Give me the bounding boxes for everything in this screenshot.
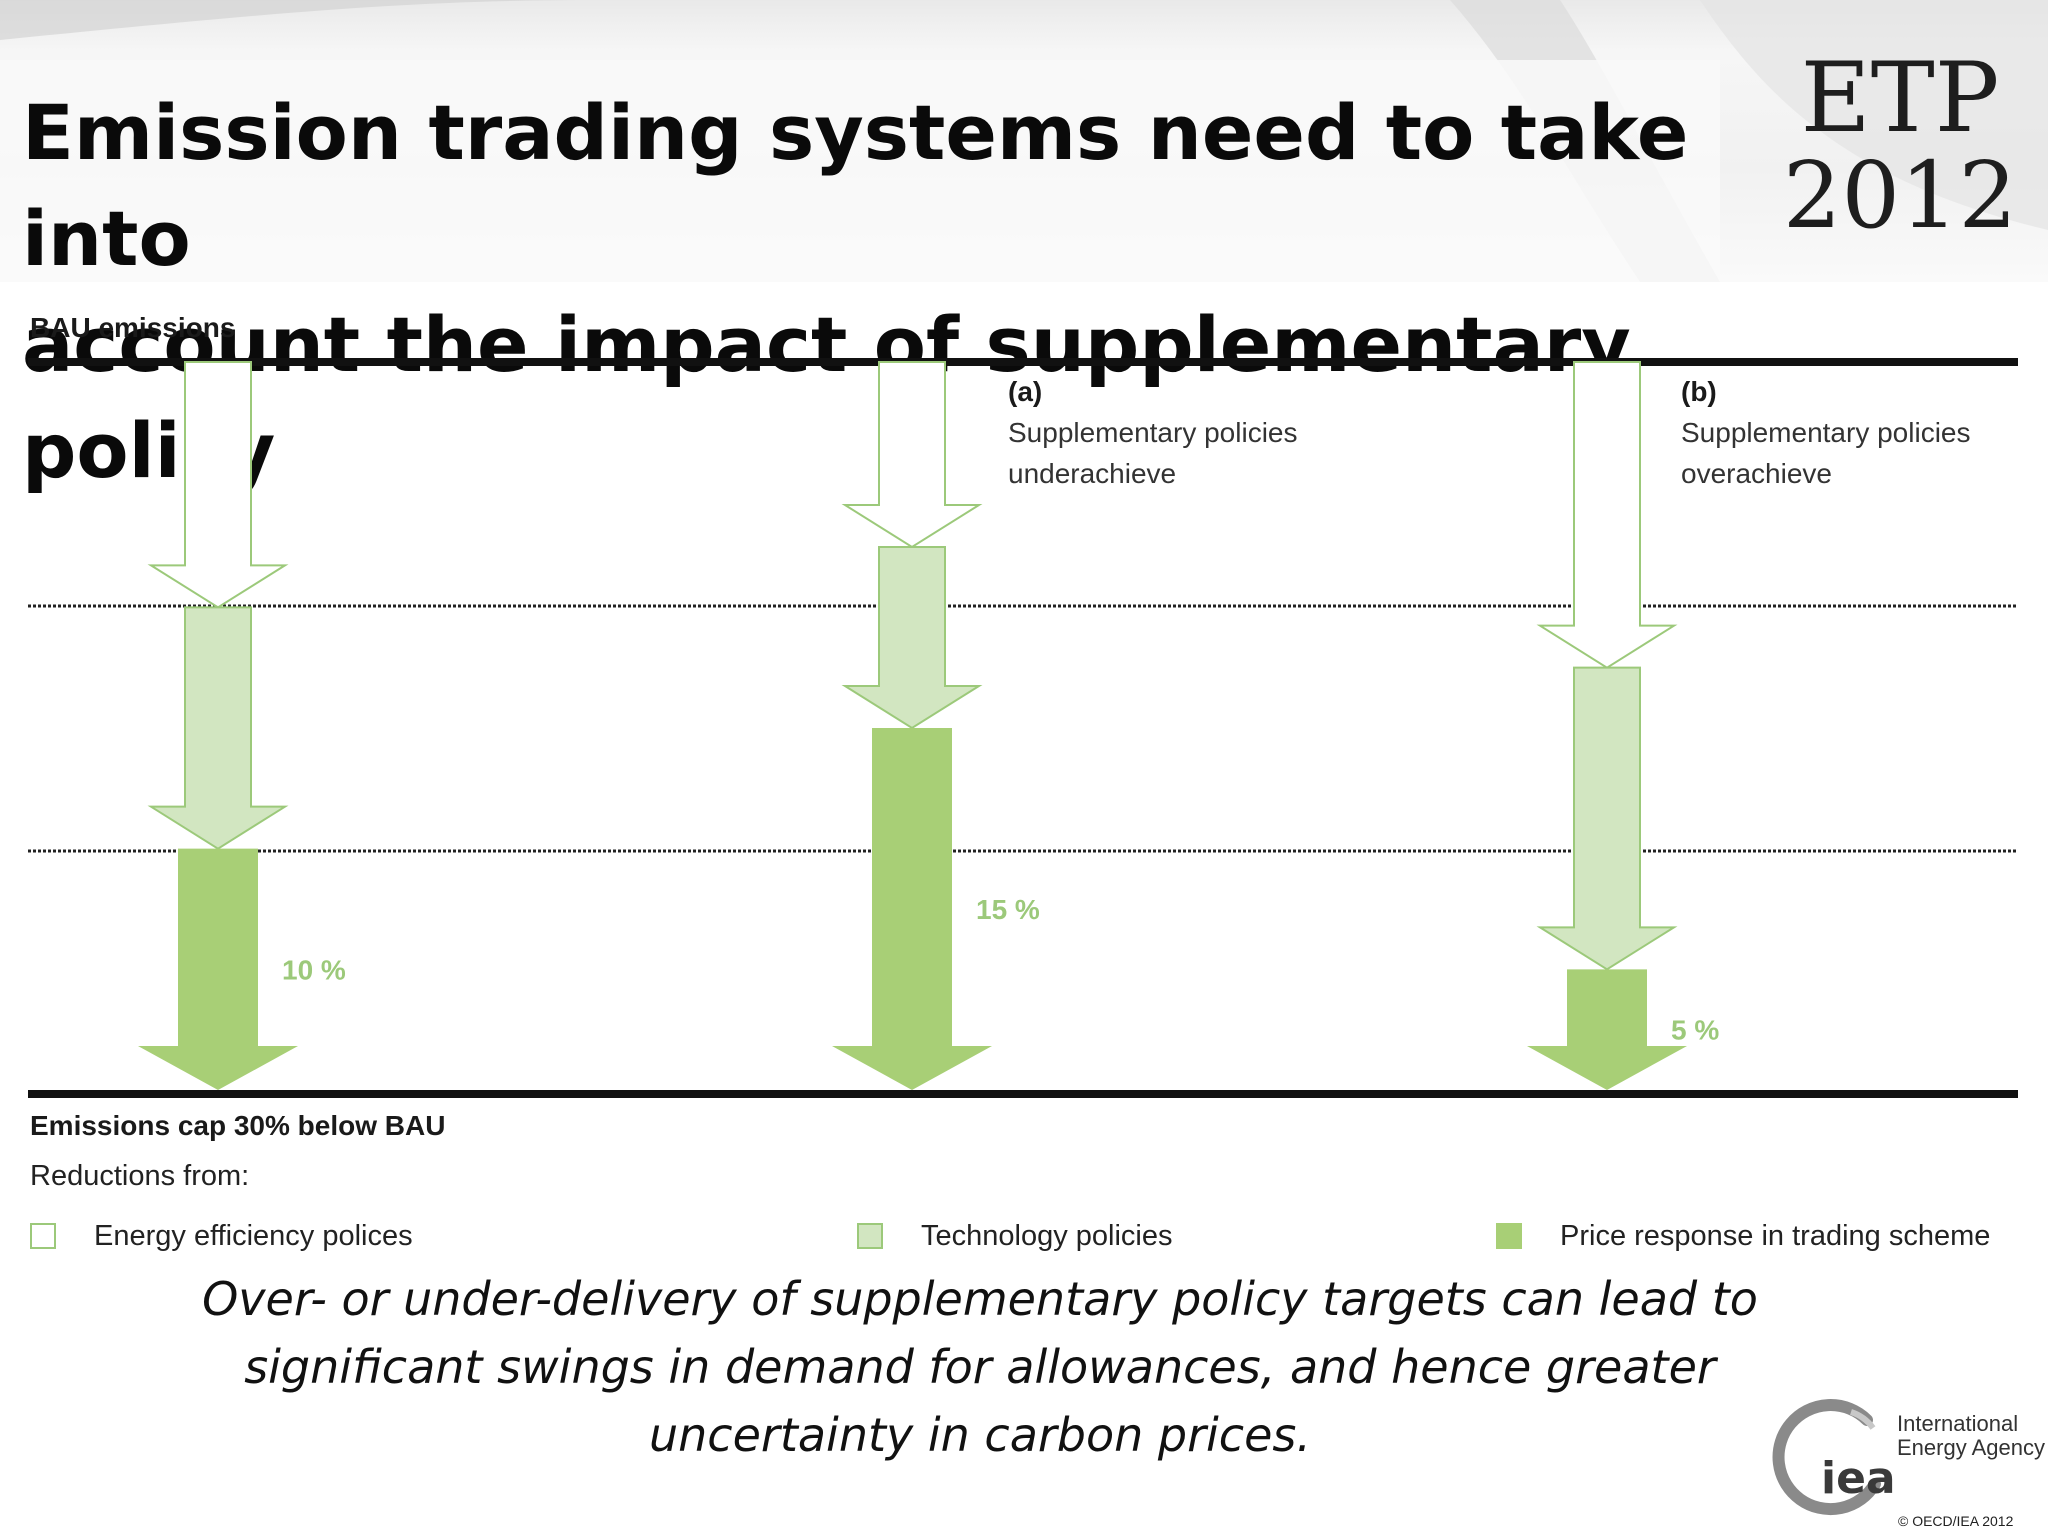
iea-name-line-1: International: [1897, 1411, 2019, 1436]
column-3-energy-efficiency-arrow: [1536, 361, 1678, 669]
column-3-price-response-arrow: [1527, 969, 1687, 1090]
column-1-arrows: 10 %: [138, 361, 346, 1090]
emissions-cap-label: Emissions cap 30% below BAU: [30, 1110, 445, 1141]
legend-item-technology: Technology policies: [857, 1218, 1172, 1254]
slide-caption: Over- or under-delivery of supplementary…: [150, 1265, 1810, 1469]
scenario-a-annotation: (a) Supplementary policies underachieve: [1008, 376, 1298, 489]
legend-label-price-response: Price response in trading scheme: [1560, 1219, 1991, 1252]
slide-title: Emission trading systems need to take in…: [22, 80, 1722, 504]
iea-logo-mark: iea: [1772, 1399, 1895, 1516]
slide-title-line-1: Emission trading systems need to take in…: [22, 88, 1689, 283]
scenario-a-line-2: underachieve: [1008, 458, 1176, 489]
copyright-notice: © OECD/IEA 2012: [1898, 1513, 2014, 1529]
caption-line-1: Over- or under-delivery of supplementary…: [202, 1272, 1758, 1326]
column-1-price-response-label: 10 %: [282, 954, 346, 985]
iea-name-line-2: Energy Agency: [1897, 1435, 2045, 1460]
column-1-energy-efficiency-arrow: [147, 361, 289, 609]
bau-emissions-label: BAU emissions: [30, 312, 235, 343]
scenario-b-line-1: Supplementary policies: [1681, 417, 1971, 448]
caption-line-3: uncertainty in carbon prices.: [649, 1408, 1311, 1462]
iea-organization-name: International Energy Agency: [1897, 1412, 2045, 1460]
iea-logo-text: iea: [1821, 1453, 1895, 1504]
title-box: [0, 60, 1720, 282]
column-3-technology-arrow: [1536, 666, 1678, 971]
caption-line-2: significant swings in demand for allowan…: [244, 1340, 1716, 1394]
legend-item-price-response: Price response in trading scheme: [1496, 1218, 1990, 1254]
scenario-b-line-2: overachieve: [1681, 458, 1832, 489]
legend-label-energy-efficiency: Energy efficiency polices: [94, 1219, 413, 1252]
etp-2012-badge: ETP 2012: [1780, 50, 2020, 246]
legend-title: Reductions from:: [30, 1160, 250, 1192]
column-2-arrows: 15 %: [832, 361, 1040, 1090]
etp-badge-line-2: 2012: [1782, 142, 2018, 249]
legend-swatch-energy-efficiency: [30, 1223, 56, 1249]
iea-logo: iea International Energy Agency: [1755, 1398, 2045, 1518]
scenario-b-annotation: (b) Supplementary policies overachieve: [1681, 376, 1971, 489]
legend-swatch-price-response: [1496, 1223, 1522, 1249]
emissions-reduction-diagram: BAU emissions Emissions cap 30% below BA…: [28, 312, 2018, 1141]
column-2-price-response-label: 15 %: [976, 894, 1040, 925]
scenario-a-line-1: Supplementary policies: [1008, 417, 1298, 448]
column-2-price-response-arrow: [832, 728, 992, 1090]
column-1-technology-arrow: [147, 606, 289, 850]
header-band: [0, 0, 2048, 282]
column-2-technology-arrow: [841, 546, 983, 730]
column-1-price-response-arrow: [138, 848, 298, 1090]
column-2-energy-efficiency-arrow: [841, 361, 983, 549]
column-3-arrows: 5 %: [1527, 361, 1719, 1090]
etp-badge-line-1: ETP: [1800, 42, 2000, 154]
legend-label-technology: Technology policies: [921, 1219, 1173, 1252]
legend-item-energy-efficiency: Energy efficiency polices: [30, 1218, 413, 1254]
legend-swatch-technology: [857, 1223, 883, 1249]
scenario-b-tag: (b): [1681, 376, 1717, 407]
scenario-a-tag: (a): [1008, 376, 1042, 407]
column-3-price-response-label: 5 %: [1671, 1015, 1719, 1046]
